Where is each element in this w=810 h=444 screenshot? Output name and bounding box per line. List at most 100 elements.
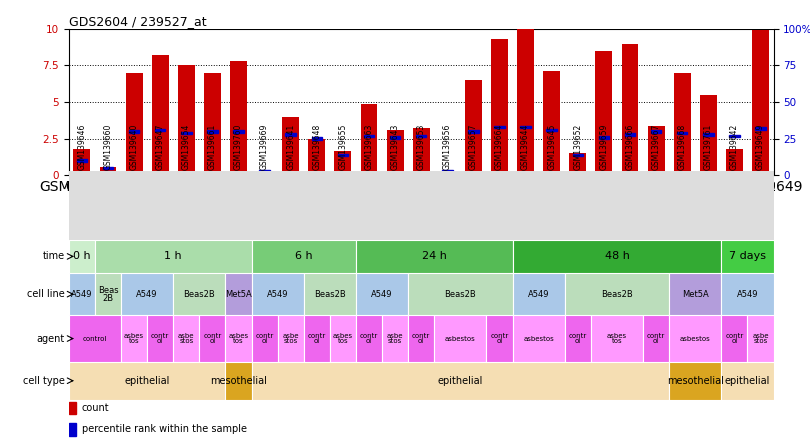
- Bar: [590, 315, 643, 362]
- Text: asbes
tos: asbes tos: [228, 333, 249, 344]
- Bar: [151, 55, 168, 175]
- Bar: [69, 315, 121, 362]
- Bar: [465, 80, 482, 175]
- Bar: [304, 273, 356, 315]
- Bar: [147, 315, 173, 362]
- Text: Beas2B: Beas2B: [445, 289, 476, 299]
- Bar: [256, 174, 273, 175]
- Bar: [330, 315, 356, 362]
- Text: asbe
stos: asbe stos: [752, 333, 769, 344]
- Bar: [513, 240, 722, 273]
- Text: A549: A549: [371, 289, 393, 299]
- Text: time: time: [43, 251, 65, 262]
- Bar: [181, 131, 191, 134]
- Text: cell type: cell type: [23, 376, 65, 386]
- Bar: [517, 29, 534, 175]
- Bar: [544, 71, 561, 175]
- Bar: [129, 130, 139, 133]
- Bar: [621, 44, 638, 175]
- Bar: [69, 273, 95, 315]
- Bar: [703, 133, 714, 136]
- Text: contr
ol: contr ol: [255, 333, 274, 344]
- Text: A549: A549: [71, 289, 92, 299]
- Bar: [335, 151, 352, 175]
- Bar: [225, 315, 252, 362]
- Bar: [103, 167, 113, 169]
- Text: A549: A549: [737, 289, 758, 299]
- Text: GDS2604 / 239527_at: GDS2604 / 239527_at: [69, 15, 207, 28]
- Bar: [669, 315, 722, 362]
- Text: A549: A549: [136, 289, 158, 299]
- Text: contr
ol: contr ol: [647, 333, 665, 344]
- Bar: [230, 61, 247, 175]
- Bar: [416, 135, 426, 137]
- Text: contr
ol: contr ol: [412, 333, 430, 344]
- Bar: [722, 273, 774, 315]
- Text: Met5A: Met5A: [225, 289, 252, 299]
- Bar: [282, 117, 299, 175]
- Bar: [252, 362, 669, 400]
- Bar: [442, 170, 453, 172]
- Bar: [755, 127, 765, 130]
- Bar: [434, 315, 487, 362]
- Bar: [468, 130, 479, 133]
- Bar: [748, 315, 774, 362]
- Bar: [408, 315, 434, 362]
- Text: asbestos: asbestos: [445, 336, 475, 341]
- Text: contr
ol: contr ol: [203, 333, 221, 344]
- Text: asbes
tos: asbes tos: [124, 333, 144, 344]
- Bar: [77, 159, 87, 162]
- Bar: [204, 73, 221, 175]
- Bar: [95, 273, 121, 315]
- Bar: [595, 51, 612, 175]
- Bar: [625, 133, 635, 136]
- Bar: [386, 130, 403, 175]
- Bar: [547, 129, 557, 131]
- Bar: [285, 133, 296, 136]
- Bar: [722, 240, 774, 273]
- Bar: [599, 136, 609, 139]
- Text: count: count: [82, 403, 109, 413]
- Bar: [674, 73, 691, 175]
- Bar: [304, 315, 330, 362]
- Text: epithelial: epithelial: [437, 376, 483, 386]
- Bar: [752, 30, 769, 175]
- Text: Met5A: Met5A: [682, 289, 709, 299]
- Bar: [69, 362, 225, 400]
- Bar: [69, 423, 76, 436]
- Text: A549: A549: [267, 289, 288, 299]
- Text: 48 h: 48 h: [604, 251, 629, 262]
- Bar: [408, 273, 513, 315]
- Bar: [382, 315, 408, 362]
- Bar: [520, 126, 531, 128]
- Text: asbe
stos: asbe stos: [178, 333, 194, 344]
- Bar: [178, 65, 194, 175]
- Text: contr
ol: contr ol: [151, 333, 169, 344]
- Bar: [413, 128, 429, 175]
- Text: contr
ol: contr ol: [308, 333, 326, 344]
- Text: agent: agent: [36, 333, 65, 344]
- Text: asbestos: asbestos: [523, 336, 554, 341]
- Bar: [439, 173, 456, 175]
- Bar: [494, 126, 505, 128]
- Bar: [669, 273, 722, 315]
- Text: A549: A549: [528, 289, 549, 299]
- Text: asbes
tos: asbes tos: [607, 333, 627, 344]
- Text: contr
ol: contr ol: [725, 333, 744, 344]
- Bar: [309, 139, 326, 175]
- Bar: [121, 273, 173, 315]
- Bar: [565, 315, 590, 362]
- Bar: [648, 126, 664, 175]
- Bar: [513, 273, 565, 315]
- Bar: [252, 273, 304, 315]
- Text: Beas2B: Beas2B: [314, 289, 346, 299]
- Bar: [487, 315, 513, 362]
- Bar: [155, 129, 165, 131]
- Text: Beas2B: Beas2B: [601, 289, 633, 299]
- Bar: [569, 154, 586, 175]
- Bar: [669, 362, 722, 400]
- Text: asbes
tos: asbes tos: [333, 333, 353, 344]
- Text: epithelial: epithelial: [125, 376, 170, 386]
- Bar: [677, 131, 688, 134]
- Bar: [726, 149, 743, 175]
